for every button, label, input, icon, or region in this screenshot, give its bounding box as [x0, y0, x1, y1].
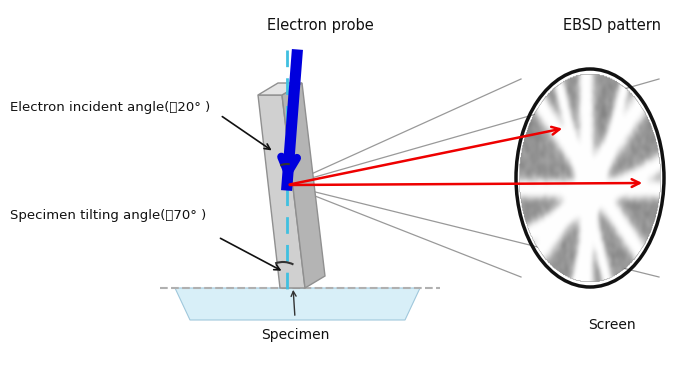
- Polygon shape: [282, 83, 325, 288]
- Text: Screen: Screen: [588, 318, 636, 332]
- Text: Specimen tilting angle(～70° ): Specimen tilting angle(～70° ): [10, 209, 206, 221]
- Polygon shape: [175, 288, 420, 320]
- Text: EBSD pattern: EBSD pattern: [563, 18, 661, 33]
- Polygon shape: [258, 95, 305, 288]
- Polygon shape: [258, 83, 302, 95]
- Text: Specimen: Specimen: [261, 328, 329, 342]
- Text: Electron incident angle(～20° ): Electron incident angle(～20° ): [10, 101, 210, 115]
- Text: Electron probe: Electron probe: [267, 18, 373, 33]
